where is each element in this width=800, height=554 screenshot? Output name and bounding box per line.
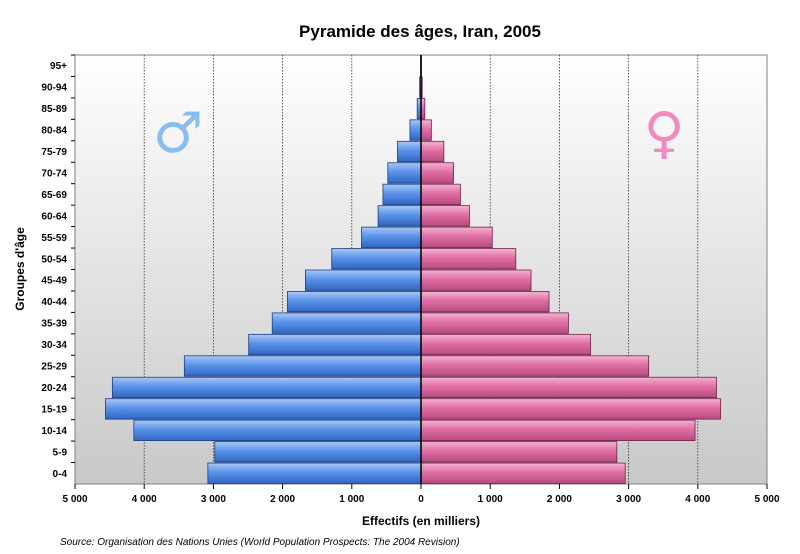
y-category-label: 80-84	[41, 126, 67, 137]
source-note: Source: Organisation des Nations Unies (…	[60, 537, 460, 548]
female-bar	[420, 419, 696, 441]
x-tick-label: 0	[418, 494, 424, 505]
female-bar	[420, 398, 722, 420]
female-bar	[420, 226, 493, 248]
y-category-label: 70-74	[41, 168, 67, 179]
bars	[105, 55, 722, 484]
male-bar	[271, 312, 422, 334]
y-category-label: 75-79	[41, 147, 67, 158]
female-bar	[420, 333, 591, 356]
y-category-label: 15-19	[41, 404, 67, 415]
male-bar	[287, 291, 422, 313]
female-bar	[420, 248, 517, 270]
male-bar	[377, 205, 422, 227]
x-tick-label: 4 000	[685, 494, 710, 505]
y-category-label: 55-59	[41, 233, 67, 244]
y-category-label: 65-69	[41, 190, 67, 201]
male-bar	[331, 248, 422, 270]
x-tick-label: 1 000	[339, 494, 364, 505]
female-bar	[420, 462, 626, 484]
x-tick-label: 2 000	[547, 494, 572, 505]
y-category-label: 40-44	[41, 297, 67, 308]
male-bar	[214, 441, 422, 463]
female-bar	[420, 312, 569, 334]
y-category-label: 5-9	[53, 447, 68, 458]
y-category-labels: 0-4 5-9 10-14 15-19 20-24 25-29 30-34 35-39 40-4…	[41, 54, 75, 480]
y-category-label: 45-49	[41, 276, 67, 287]
male-bar	[183, 355, 422, 377]
x-tick-label: 5 000	[62, 494, 87, 505]
y-category-label: 20-24	[41, 383, 67, 394]
y-axis-label: Groupes d'âge	[13, 227, 27, 311]
female-bar	[420, 441, 618, 463]
x-tick-label: 3 000	[616, 494, 641, 505]
male-bar	[409, 119, 422, 141]
y-category-label: 25-29	[41, 362, 67, 373]
female-bar	[420, 162, 454, 184]
y-category-label: 35-39	[41, 319, 67, 330]
y-category-label: 50-54	[41, 254, 67, 265]
female-bar	[420, 291, 550, 313]
x-tick-label: 2 000	[270, 494, 295, 505]
y-category-label: 30-34	[41, 340, 67, 351]
male-bar	[305, 269, 422, 291]
y-category-label: 0-4	[53, 469, 68, 480]
female-symbol-icon: ♀	[643, 101, 684, 166]
y-category-label: 60-64	[41, 211, 67, 222]
female-bar	[420, 140, 445, 163]
female-bar	[420, 355, 650, 377]
female-bar	[420, 119, 432, 141]
x-tick-label: 3 000	[201, 494, 226, 505]
female-bar	[420, 205, 470, 227]
male-symbol-icon: ♂	[153, 101, 203, 166]
x-tick-labels: 5 000 4 000 3 000 2 000 1 000 0 1 000 2 000 3 00…	[62, 484, 780, 505]
male-bar	[387, 162, 422, 184]
y-category-label: 85-89	[41, 104, 67, 115]
x-tick-label: 5 000	[754, 494, 779, 505]
male-bar	[361, 226, 422, 248]
male-bar	[111, 376, 422, 399]
x-tick-label: 1 000	[478, 494, 503, 505]
male-bar	[207, 462, 422, 484]
female-bar	[420, 183, 461, 206]
y-category-label: 90-94	[41, 83, 67, 94]
male-bar	[397, 140, 422, 163]
chart-title: Pyramide des âges, Iran, 2005	[299, 22, 541, 41]
female-bar	[420, 269, 532, 291]
female-bar	[420, 376, 717, 399]
y-category-label: 95+	[50, 61, 67, 72]
male-bar	[133, 419, 422, 441]
male-bar	[248, 333, 422, 356]
y-category-label: 10-14	[41, 426, 67, 437]
x-axis-label: Effectifs (en milliers)	[362, 514, 480, 528]
x-tick-label: 4 000	[132, 494, 157, 505]
male-bar	[382, 183, 422, 206]
male-bar	[105, 398, 422, 420]
